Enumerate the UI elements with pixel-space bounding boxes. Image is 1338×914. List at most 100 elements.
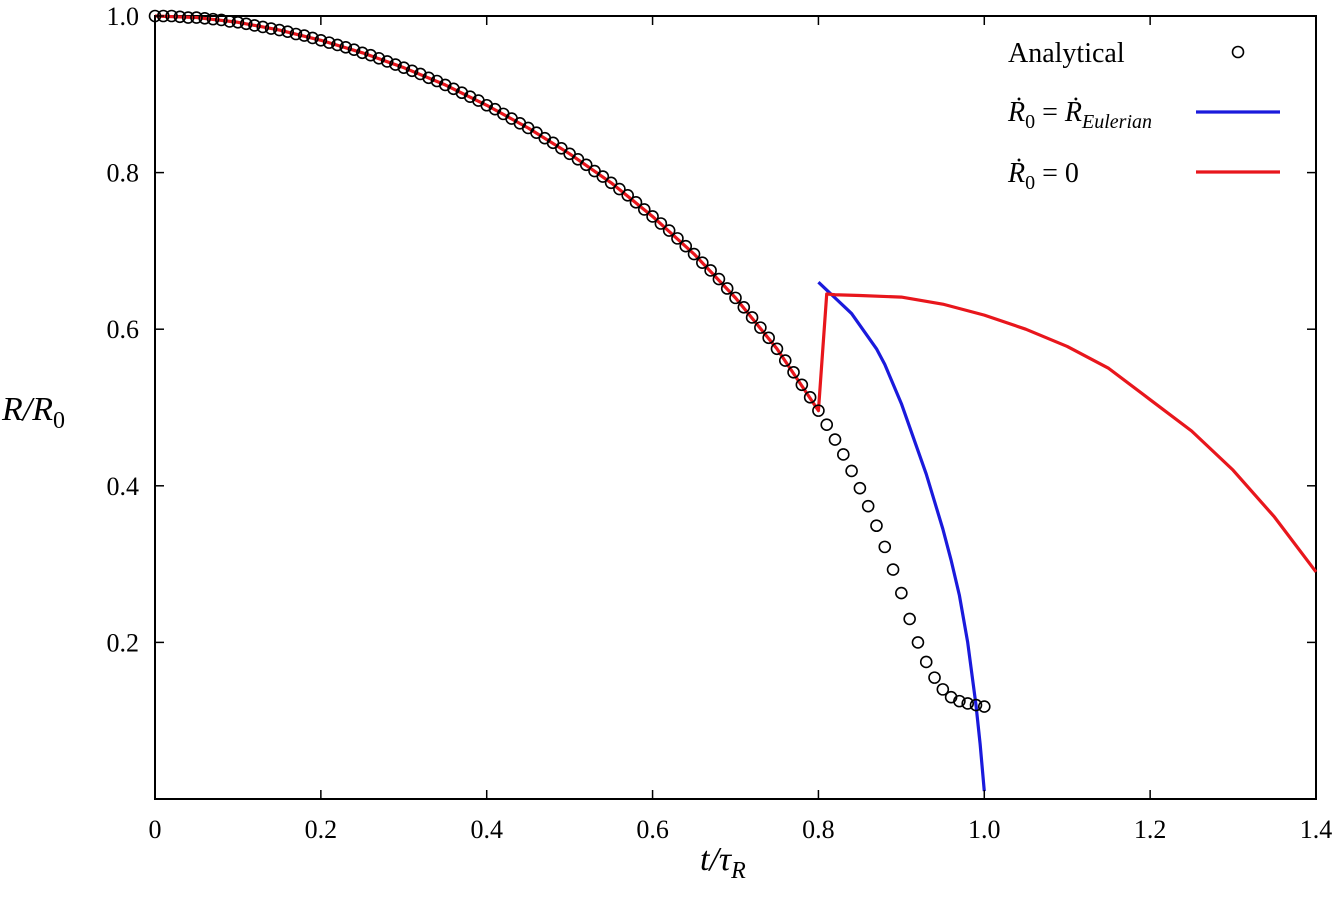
y-tick-label: 1.0 <box>107 2 140 31</box>
legend-1-b-sub: Eulerian <box>1081 111 1152 133</box>
data-point <box>795 378 809 392</box>
data-point <box>646 210 659 223</box>
data-point <box>878 540 892 554</box>
legend-1-eq: = <box>1035 97 1065 128</box>
legend-2-a-sub: 0 <box>1025 172 1035 194</box>
data-point <box>704 264 717 277</box>
legend-label-zero: Ṙ0 = 0 <box>1007 158 1079 194</box>
series-line-2 <box>154 14 1318 573</box>
data-point <box>845 464 858 478</box>
data-point <box>604 176 618 190</box>
x-tick-label: 0.8 <box>802 815 835 844</box>
data-point <box>820 418 834 432</box>
data-point <box>687 247 701 261</box>
data-point <box>712 272 726 286</box>
data-point <box>256 20 270 34</box>
data-point <box>422 71 435 85</box>
data-point <box>961 697 975 710</box>
data-point <box>621 189 634 202</box>
x-tick-label: 0.4 <box>470 815 503 844</box>
legend-label-analytical: Analytical <box>1008 38 1125 69</box>
data-point <box>629 196 643 209</box>
data-point <box>297 29 311 42</box>
x-tick-label: 0.6 <box>636 815 669 844</box>
x-tick-label: 0.2 <box>305 815 338 844</box>
data-point <box>579 158 593 172</box>
legend-1-b: Ṙ <box>1064 97 1082 128</box>
data-point <box>654 217 668 230</box>
data-point <box>380 55 394 68</box>
data-point <box>828 433 842 446</box>
data-point <box>397 61 411 74</box>
data-point <box>190 11 203 24</box>
data-point <box>181 11 195 24</box>
x-axis-label-base: t/τ <box>700 841 733 878</box>
data-point <box>919 655 933 669</box>
data-point <box>165 9 178 23</box>
data-point <box>389 58 402 71</box>
data-point <box>339 41 353 54</box>
y-tick-label: 0.8 <box>107 159 140 188</box>
data-point <box>679 239 693 253</box>
data-point <box>281 25 294 38</box>
data-point <box>356 46 369 60</box>
data-point <box>720 282 734 295</box>
data-point <box>928 671 941 684</box>
legend-1-a-sub: 0 <box>1025 111 1035 133</box>
data-point <box>206 12 220 26</box>
data-point <box>745 311 759 324</box>
data-point <box>895 586 908 600</box>
data-point <box>778 354 792 367</box>
data-point <box>977 700 991 713</box>
data-point <box>803 391 817 404</box>
x-tick-label: 0 <box>149 815 162 844</box>
data-point <box>198 12 212 25</box>
data-point <box>613 182 626 196</box>
data-point <box>239 17 253 31</box>
data-point <box>696 256 709 269</box>
data-point <box>953 694 966 708</box>
data-point <box>364 48 377 62</box>
data-point <box>671 232 684 245</box>
data-point <box>886 563 900 576</box>
data-point <box>662 224 676 237</box>
data-point <box>314 33 328 47</box>
data-point <box>596 170 610 183</box>
data-point <box>969 698 983 712</box>
data-point <box>770 342 784 356</box>
data-point <box>347 43 361 56</box>
data-point <box>737 300 751 314</box>
data-point <box>812 404 825 417</box>
legend: Analytical Ṙ0 = ṘEulerian Ṙ0 = 0 <box>1007 38 1280 194</box>
data-point <box>322 36 336 49</box>
y-axis-label-sub: 0 <box>53 408 65 434</box>
data-point <box>231 15 245 29</box>
data-point <box>837 448 850 461</box>
data-point <box>729 291 742 305</box>
axis-labels: t/τR R/R0 <box>1 391 746 884</box>
legend-label-eulerian: Ṙ0 = ṘEulerian <box>1007 97 1152 133</box>
data-point <box>215 13 228 27</box>
data-point <box>405 64 419 78</box>
ticks-layer: 0 0.2 0.4 0.6 0.8 1.0 1.2 1.4 0.2 0.4 0.6 0.8 1.0 <box>107 2 1333 844</box>
data-point <box>264 22 278 35</box>
data-point <box>248 19 261 32</box>
data-point <box>331 38 344 52</box>
legend-2-a: Ṙ <box>1007 158 1025 189</box>
plot-frame <box>154 15 1317 800</box>
data-point <box>903 612 916 626</box>
data-point <box>754 321 767 334</box>
x-tick-label: 1.4 <box>1300 815 1333 844</box>
x-tick-label: 1.2 <box>1134 815 1167 844</box>
x-axis-label: t/τR <box>700 841 746 884</box>
data-point <box>637 203 651 216</box>
y-axis-label-base: R/R <box>1 391 53 428</box>
y-tick-label: 0.6 <box>107 315 140 344</box>
data-point <box>289 27 303 41</box>
series-line-1 <box>817 281 986 792</box>
legend-2-eq: = 0 <box>1035 158 1079 189</box>
data-point <box>372 51 386 65</box>
data-point <box>853 481 867 495</box>
x-tick-label: 1.0 <box>968 815 1001 844</box>
